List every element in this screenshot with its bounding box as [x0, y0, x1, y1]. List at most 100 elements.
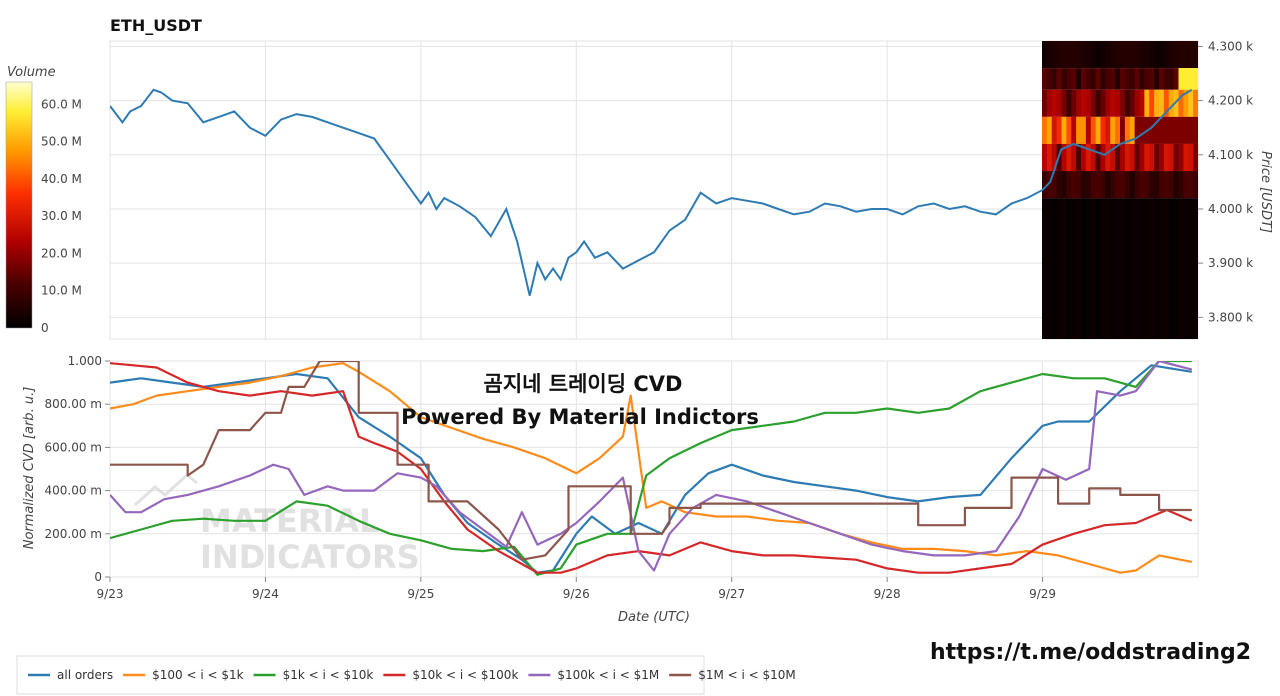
- heatmap-cell: [1046, 41, 1053, 69]
- heatmap-cell: [1163, 68, 1170, 90]
- heatmap-cell: [1134, 68, 1140, 90]
- heatmap-cell: [1159, 198, 1165, 339]
- heatmap-cell: [1076, 198, 1082, 339]
- heatmap-cell: [1149, 116, 1155, 144]
- heatmap-cell: [1120, 89, 1126, 117]
- heatmap-cell: [1154, 68, 1160, 90]
- heatmap-cell: [1188, 41, 1194, 69]
- heatmap-cell: [1051, 68, 1058, 90]
- chart-title: ETH_USDT: [110, 16, 202, 35]
- heatmap-cell: [1193, 198, 1198, 339]
- heatmap-cell: [1159, 143, 1165, 172]
- heatmap-cell: [1168, 116, 1175, 144]
- heatmap-cell: [1154, 171, 1160, 199]
- heatmap-cell: [1076, 143, 1082, 172]
- heatmap-cell: [1183, 143, 1189, 172]
- heatmap-cell: [1144, 89, 1150, 117]
- cvd-series-line: [110, 364, 1192, 574]
- x-tick-label: 9/26: [563, 587, 590, 601]
- cvd-tick-label: 800.00 m: [45, 397, 103, 411]
- legend-label: $1k < i < $10k: [283, 668, 374, 682]
- price-tick-label: 4.000 k: [1208, 202, 1253, 216]
- heatmap-cell: [1051, 89, 1058, 117]
- heatmap-cell: [1090, 68, 1097, 90]
- heatmap-cell: [1095, 89, 1101, 117]
- heatmap-cell: [1046, 89, 1053, 117]
- heatmap-cell: [1193, 89, 1198, 117]
- heatmap-cell: [1178, 89, 1184, 117]
- heatmap-cell: [1066, 198, 1072, 339]
- heatmap-cell: [1120, 198, 1126, 339]
- heatmap-cell: [1042, 143, 1048, 172]
- heatmap-cell: [1056, 41, 1062, 69]
- heatmap-cell: [1085, 41, 1092, 69]
- telegram-url[interactable]: https://t.me/oddstrading2: [930, 640, 1251, 665]
- heatmap-cell: [1159, 171, 1165, 199]
- heatmap-cell: [1173, 171, 1179, 199]
- heatmap-cell: [1090, 171, 1097, 199]
- heatmap-cell: [1149, 41, 1155, 69]
- legend-label: $10k < i < $100k: [412, 668, 518, 682]
- heatmap-cell: [1081, 68, 1087, 90]
- colorbar-tick-label: 40.0 M: [41, 172, 82, 186]
- price-tick-label: 3.800 k: [1208, 310, 1253, 324]
- x-tick-label: 9/23: [97, 587, 124, 601]
- heatmap-cell: [1124, 198, 1131, 339]
- heatmap-cell: [1193, 41, 1198, 69]
- heatmap-cell: [1149, 89, 1155, 117]
- cvd-series-line: [110, 361, 1193, 572]
- heatmap-cell: [1110, 171, 1116, 199]
- heatmap-cell: [1071, 116, 1077, 144]
- cvd-series: [110, 361, 1193, 576]
- heatmap-cell: [1061, 68, 1067, 90]
- heatmap-cell: [1168, 198, 1175, 339]
- heatmap-cell: [1129, 116, 1136, 144]
- heatmap-cell: [1110, 41, 1116, 69]
- cvd-tick-label: 0: [94, 570, 102, 584]
- heatmap-cell: [1168, 68, 1175, 90]
- heatmap-cell: [1110, 89, 1116, 117]
- heatmap-cell: [1149, 171, 1155, 199]
- heatmap-cell: [1163, 143, 1170, 172]
- heatmap-cell: [1124, 68, 1131, 90]
- heatmap-cell: [1066, 143, 1072, 172]
- cvd-tick-label: 200.00 m: [45, 527, 103, 541]
- heatmap-cell: [1056, 171, 1062, 199]
- heatmap-cell: [1046, 198, 1053, 339]
- heatmap-cell: [1144, 171, 1150, 199]
- heatmap-cell: [1183, 171, 1189, 199]
- heatmap-cell: [1105, 89, 1111, 117]
- heatmap-cell: [1085, 89, 1092, 117]
- heatmap-cell: [1110, 143, 1116, 172]
- heatmap-cell: [1115, 41, 1121, 69]
- heatmap-cell: [1095, 143, 1101, 172]
- cvd-tick-label: 400.00 m: [45, 484, 103, 498]
- colorbar-tick-label: 20.0 M: [41, 246, 82, 260]
- heatmap-cell: [1178, 171, 1184, 199]
- heatmap-cell: [1139, 89, 1145, 117]
- heatmap-cell: [1071, 198, 1077, 339]
- heatmap-cell: [1163, 171, 1170, 199]
- heatmap-cell: [1061, 143, 1067, 172]
- x-tick-label: 9/29: [1029, 587, 1056, 601]
- heatmap-cell: [1120, 116, 1126, 144]
- heatmap-cell: [1046, 171, 1053, 199]
- heatmap-cell: [1129, 89, 1136, 117]
- heatmap-cell: [1051, 198, 1058, 339]
- heatmap-cell: [1129, 171, 1136, 199]
- heatmap-cell: [1139, 68, 1145, 90]
- heatmap-cell: [1173, 116, 1179, 144]
- heatmap-cell: [1085, 116, 1092, 144]
- heatmap-cell: [1056, 198, 1062, 339]
- heatmap-cell: [1056, 116, 1062, 144]
- heatmap-cell: [1173, 68, 1179, 90]
- heatmap-cell: [1090, 41, 1097, 69]
- x-tick-label: 9/24: [252, 587, 279, 601]
- heatmap-cell: [1154, 198, 1160, 339]
- heatmap-cell: [1105, 198, 1111, 339]
- heatmap-cell: [1100, 198, 1106, 339]
- colorbar-label: Volume: [7, 65, 56, 80]
- heatmap-cell: [1046, 68, 1053, 90]
- heatmap-cell: [1090, 116, 1097, 144]
